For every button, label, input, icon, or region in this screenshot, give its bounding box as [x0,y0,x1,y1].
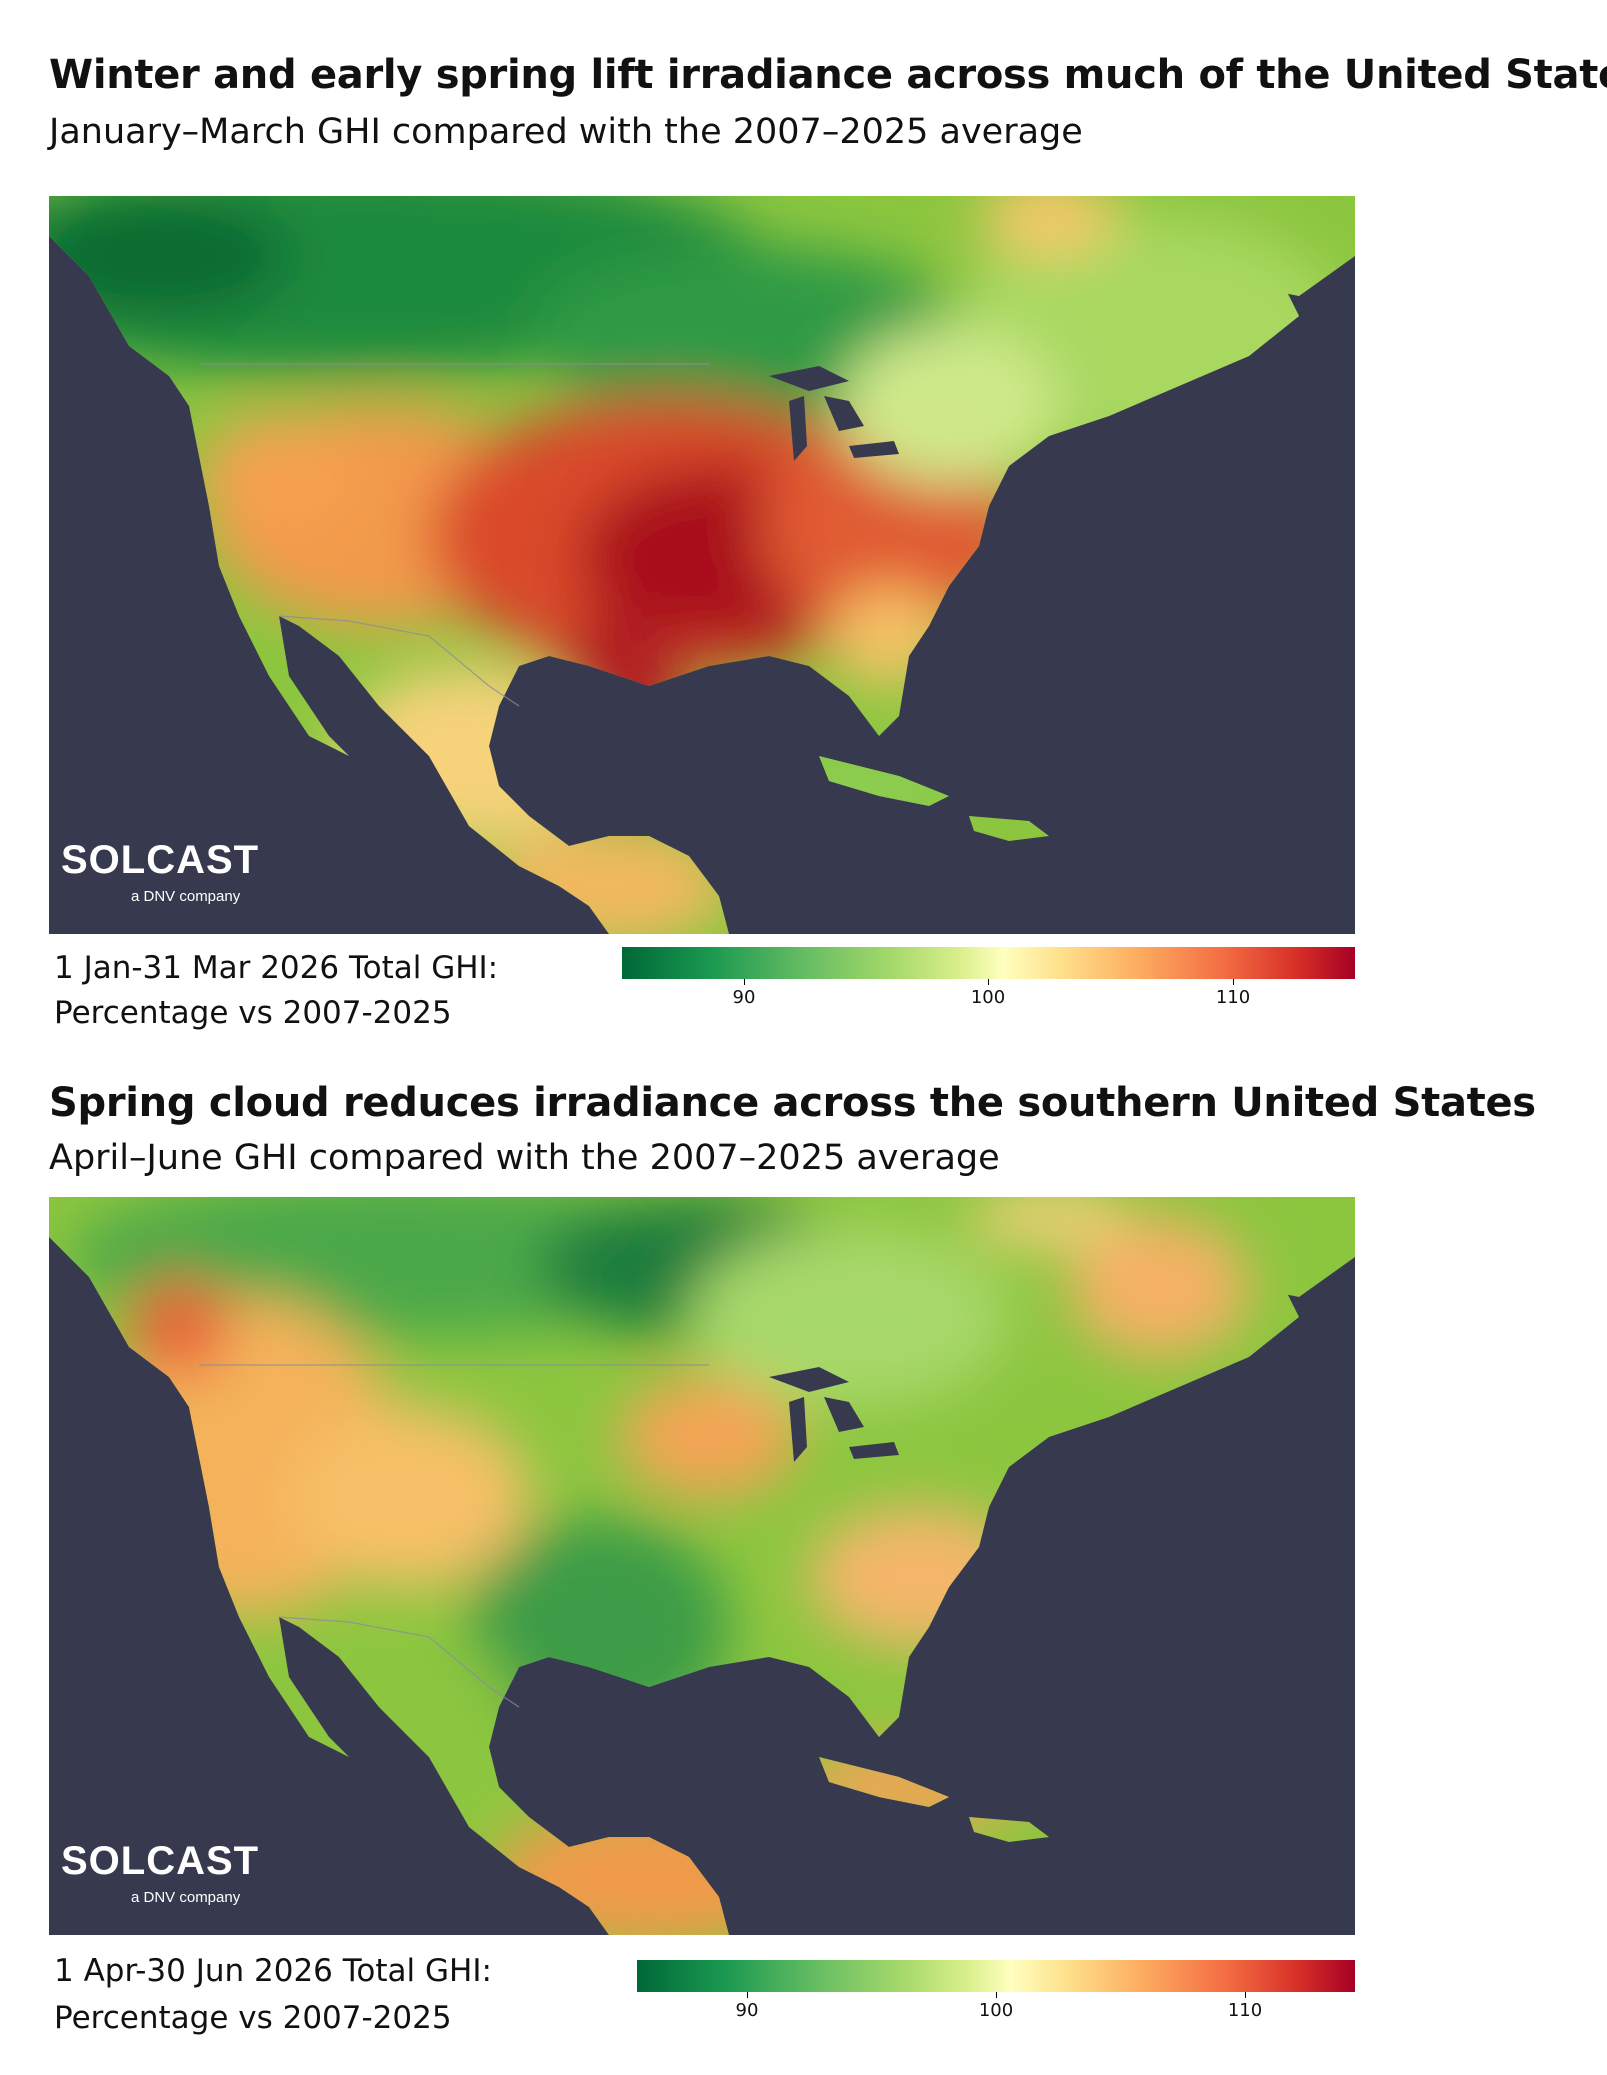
panel-2-caption-line-2: Percentage vs 2007-2025 [54,2000,452,2036]
panel-2-tick-label-90: 90 [735,2000,759,2021]
panel-1-solcast-logo: SOLCAST a DNV company [61,838,276,918]
panel-1-caption-line-2: Percentage vs 2007-2025 [54,995,452,1031]
panel-2-subtitle: April–June GHI compared with the 2007–20… [49,1138,1000,1178]
panel-2-title: Spring cloud reduces irradiance across t… [49,1080,1536,1126]
panel-2-tick-label-110: 110 [1227,2000,1263,2021]
panel-2-land [49,1197,1355,1935]
panel-1-caption-line-1: 1 Jan-31 Mar 2026 Total GHI: [54,950,499,986]
panel-2-logo-subtitle: a DNV company [131,1889,241,1906]
panel-1-borders [199,363,709,707]
panel-2-great-lakes [769,1367,899,1462]
panel-1-tick-110 [1233,979,1234,985]
panel-1-land [49,196,1355,934]
panel-2-colorbar: 90 100 110 [637,1960,1355,2021]
panel-1-tick-label-110: 110 [1215,987,1251,1008]
panel-2-tick-110 [1245,1992,1246,1998]
panel-1-tick-label-100: 100 [970,987,1006,1008]
panel-1-tick-90 [744,979,745,985]
panel-1-great-lakes [769,366,899,461]
panel-1-logo-subtitle: a DNV company [131,888,241,905]
panel-1-colorbar-gradient [622,947,1355,979]
panel-1-tick-label-90: 90 [732,987,756,1008]
panel-1-tick-100 [988,979,989,985]
panel-1-colorbar: 90 100 110 [622,947,1355,1008]
panel-1-title: Winter and early spring lift irradiance … [49,52,1607,98]
panel-1-map-svg [49,196,1355,934]
panel-2-caption-line-1: 1 Apr-30 Jun 2026 Total GHI: [54,1953,492,1989]
panel-1-map: SOLCAST a DNV company [49,196,1355,934]
panel-2-map: SOLCAST a DNV company [49,1197,1355,1935]
panel-2-tick-label-100: 100 [978,2000,1014,2021]
panel-1-subtitle: January–March GHI compared with the 2007… [49,112,1083,152]
panel-2-tick-90 [747,1992,748,1998]
panel-2-borders [199,1364,709,1708]
panel-2-logo-wordmark: SOLCAST [61,1839,260,1883]
panel-1-logo-wordmark: SOLCAST [61,838,260,882]
panel-2-solcast-logo: SOLCAST a DNV company [61,1839,276,1919]
panel-2-map-svg [49,1197,1355,1935]
panel-2-colorbar-gradient [637,1960,1355,1992]
panel-2-tick-100 [996,1992,997,1998]
